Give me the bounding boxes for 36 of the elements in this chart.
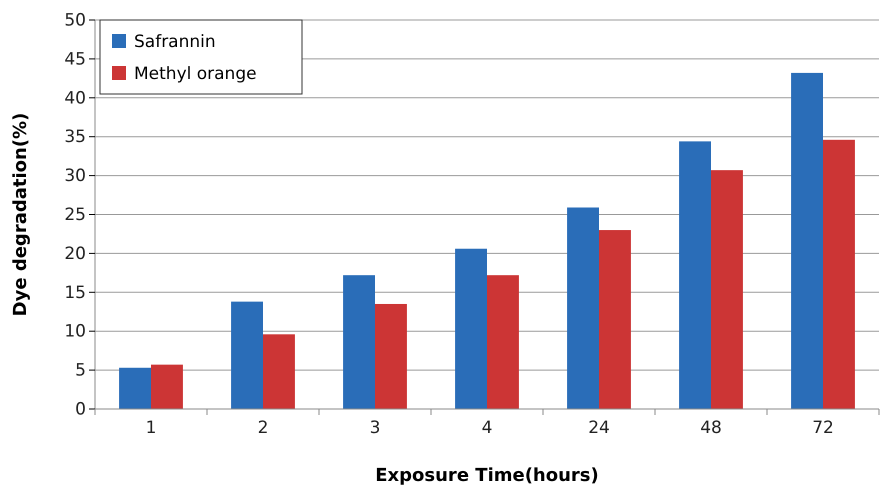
y-tick-label: 20 bbox=[64, 244, 86, 264]
y-axis-title: Dye degradation(%) bbox=[10, 112, 31, 316]
y-tick-label: 50 bbox=[64, 10, 86, 30]
bar bbox=[375, 304, 407, 409]
x-tick-label: 24 bbox=[588, 418, 610, 438]
bar bbox=[263, 334, 295, 409]
x-tick-label: 48 bbox=[700, 418, 722, 438]
bar bbox=[599, 230, 631, 409]
x-tick-label: 72 bbox=[812, 418, 834, 438]
y-tick-label: 5 bbox=[75, 360, 86, 381]
y-tick-label: 40 bbox=[64, 88, 86, 108]
bar bbox=[119, 368, 151, 409]
bar bbox=[567, 208, 599, 409]
y-tick-label: 35 bbox=[64, 127, 86, 148]
y-tick-label: 10 bbox=[64, 322, 86, 342]
bar bbox=[487, 275, 519, 409]
x-tick-label: 3 bbox=[370, 418, 380, 438]
y-tick-label: 30 bbox=[64, 166, 86, 186]
bar bbox=[343, 275, 375, 409]
bar bbox=[711, 170, 743, 409]
bar bbox=[791, 72, 823, 409]
y-tick-label: 25 bbox=[64, 204, 86, 225]
bar bbox=[151, 364, 183, 409]
y-tick-label: 0 bbox=[75, 399, 86, 420]
x-tick-label: 2 bbox=[258, 418, 268, 438]
legend-label: Safrannin bbox=[134, 32, 216, 52]
bar bbox=[455, 248, 487, 409]
y-tick-label: 45 bbox=[64, 49, 86, 70]
x-axis-title: Exposure Time(hours) bbox=[375, 465, 599, 486]
x-tick-label: 4 bbox=[482, 418, 492, 438]
y-tick-label: 15 bbox=[64, 282, 86, 303]
bar bbox=[823, 140, 855, 409]
bar bbox=[231, 302, 263, 409]
legend-label: Methyl orange bbox=[134, 64, 257, 84]
x-tick-label: 1 bbox=[146, 418, 156, 438]
bar bbox=[679, 141, 711, 409]
